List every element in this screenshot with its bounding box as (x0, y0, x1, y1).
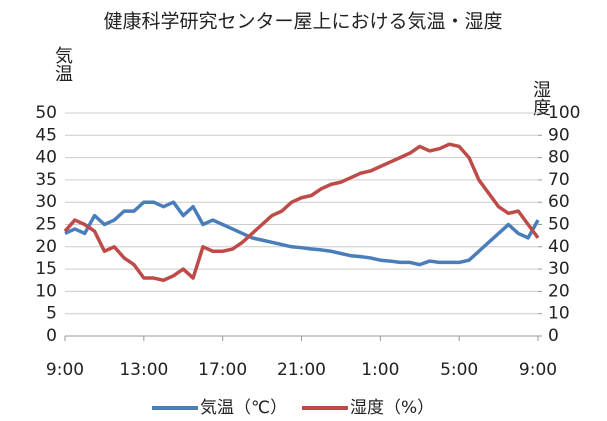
x-tick-label: 21:00 (277, 360, 326, 380)
y-tick-label: 20 (35, 237, 57, 257)
x-tick-label: 5:00 (440, 360, 478, 380)
legend-label: 湿度（%） (350, 398, 434, 418)
y2-tick-label: 40 (548, 237, 570, 257)
x-tick-label: 13:00 (119, 360, 168, 380)
y2-tick-label: 30 (548, 259, 570, 279)
y2-tick-label: 70 (548, 170, 570, 190)
y2-tick-label: 60 (548, 192, 570, 212)
y2-tick-label: 50 (548, 215, 570, 235)
y-tick-label: 40 (35, 148, 57, 168)
y-tick-label: 5 (46, 304, 57, 324)
y-tick-label: 10 (35, 281, 57, 301)
x-tick-label: 17:00 (198, 360, 247, 380)
y2-tick-label: 20 (548, 281, 570, 301)
y2-tick-label: 80 (548, 148, 570, 168)
y-tick-label: 25 (35, 215, 57, 235)
y-tick-label: 15 (35, 259, 57, 279)
y2-tick-label: 100 (548, 103, 580, 123)
y-tick-label: 50 (35, 103, 57, 123)
x-tick-label: 9:00 (519, 360, 557, 380)
x-tick-label: 1:00 (361, 360, 399, 380)
x-tick-label: 9:00 (46, 360, 84, 380)
y-tick-label: 45 (35, 125, 57, 145)
chart-title: 健康科学研究センター屋上における気温・湿度 (103, 11, 502, 33)
y2-tick-label: 10 (548, 304, 570, 324)
y-axis-label: 気温 (52, 46, 73, 82)
y2-axis-label: 湿度 (530, 80, 551, 116)
data-line (64, 200, 540, 267)
y-tick-label: 35 (35, 170, 57, 190)
y2-tick-label: 90 (548, 125, 570, 145)
y2-tick-label: 0 (548, 326, 559, 346)
legend-label: 気温（℃） (200, 398, 287, 418)
y-tick-label: 0 (46, 326, 57, 346)
data-line (63, 142, 540, 282)
y-tick-label: 30 (35, 192, 57, 212)
